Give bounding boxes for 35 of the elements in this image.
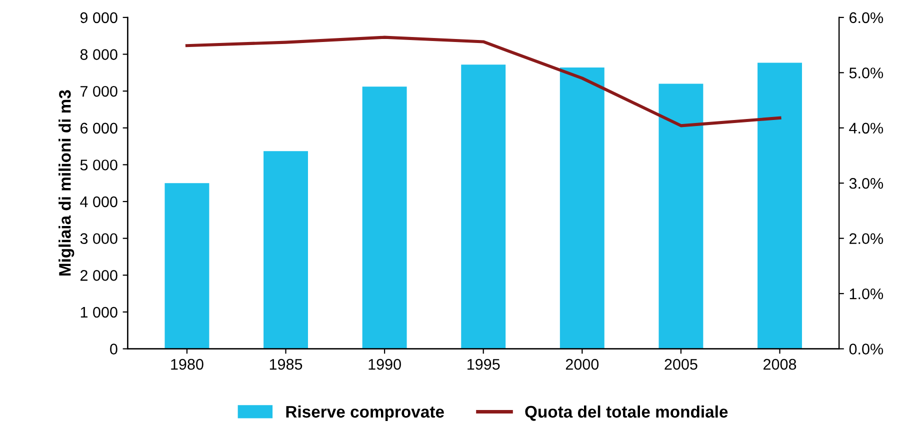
x-tick-label: 1980 [171,358,204,370]
x-tick-label: 2008 [764,358,796,370]
legend-label: Quota del totale mondiale [525,405,728,421]
x-tick-label: 1995 [468,358,500,370]
bar [164,183,210,349]
bar [560,68,604,349]
y-tick-label: 5 000 [80,160,118,170]
y-tick-label: 7 000 [80,86,118,97]
bar [264,151,308,349]
y2-tick-label: 0.0% [849,344,884,354]
y-tick-label: 1 000 [80,306,118,318]
y-tick-label: 8 000 [80,49,118,60]
x-tick-label: 1985 [270,358,302,370]
y-tick-label: 9 000 [80,12,118,24]
x-tick-label: 1990 [368,358,401,370]
y-tick-label: 0 [110,344,118,354]
y2-tick-label: 6.0% [850,12,884,24]
y-tick-label: 6 000 [80,122,118,134]
y2-tick-label: 3.0% [849,178,884,189]
y2-tick-label: 5.0% [849,68,884,78]
y-tick-label: 4 000 [80,196,118,208]
y2-tick-label: 1.0% [850,288,884,300]
y-tick-label: 3 000 [80,233,118,244]
y-axis-title: Migliaia di milioni di m3 [58,90,74,276]
bar [362,86,407,349]
x-tick-label: 2000 [566,358,599,370]
bar [461,64,506,349]
bar [658,84,704,349]
y2-tick-label: 4.0% [849,122,884,134]
x-tick-label: 2005 [664,358,698,370]
y-tick-label: 2 000 [80,270,118,281]
line-series [185,36,782,128]
y2-tick-label: 2.0% [850,233,884,244]
legend-label: Riserve comprovate [286,405,444,421]
bar [758,62,802,349]
